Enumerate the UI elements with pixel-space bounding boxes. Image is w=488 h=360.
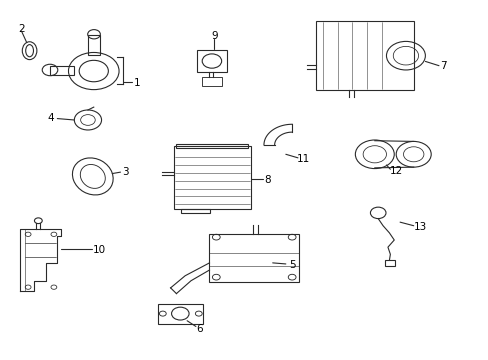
Text: 5: 5 <box>288 260 295 270</box>
Bar <box>50 66 74 75</box>
Bar <box>174 146 250 209</box>
Text: 6: 6 <box>196 324 203 334</box>
Bar <box>316 21 413 90</box>
Text: 4: 4 <box>47 113 54 123</box>
Text: 1: 1 <box>134 78 141 88</box>
Bar <box>197 50 226 72</box>
Bar <box>384 260 394 266</box>
Text: 8: 8 <box>264 175 271 185</box>
Text: 9: 9 <box>211 31 217 41</box>
Text: 10: 10 <box>93 245 106 255</box>
Text: 3: 3 <box>122 167 128 177</box>
Bar <box>209 234 299 282</box>
Text: 12: 12 <box>389 166 402 176</box>
Bar <box>88 35 100 55</box>
Bar <box>201 77 222 86</box>
Text: 2: 2 <box>19 24 25 34</box>
Bar <box>181 208 210 213</box>
Text: 7: 7 <box>440 62 446 71</box>
Text: 11: 11 <box>297 154 310 164</box>
Bar <box>176 144 248 148</box>
Bar <box>158 304 202 324</box>
Text: 13: 13 <box>413 222 426 232</box>
